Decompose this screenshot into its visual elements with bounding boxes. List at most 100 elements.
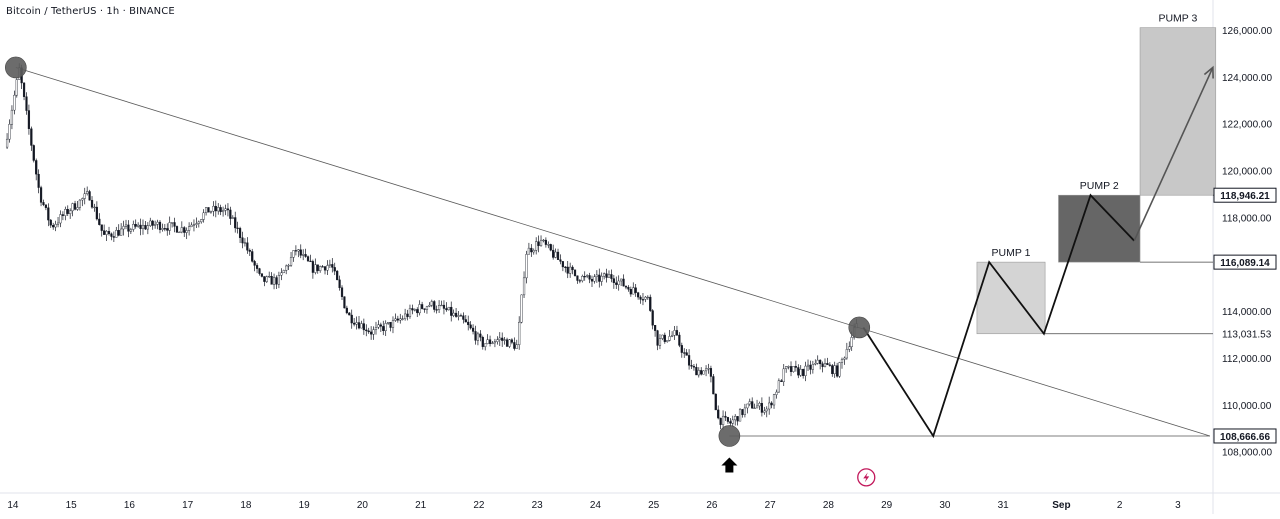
candle-body — [304, 254, 307, 257]
candle-body — [440, 304, 443, 307]
candle-body — [452, 312, 455, 316]
candle-body — [321, 266, 324, 268]
candle-body — [479, 333, 482, 338]
candle-body — [518, 321, 521, 345]
price-tag-box — [1213, 254, 1277, 270]
candle-body — [285, 265, 288, 271]
candle-body — [112, 236, 115, 238]
candle-body — [76, 207, 79, 210]
chart-title: Bitcoin / TetherUS · 1h · BINANCE — [6, 6, 175, 17]
candle-body — [605, 273, 608, 278]
candle-body — [365, 329, 368, 332]
candle-body — [692, 366, 696, 368]
candle-body — [496, 339, 499, 342]
candle-body — [758, 403, 761, 407]
candle-body — [670, 335, 674, 337]
candle-body — [666, 340, 669, 342]
candle-body — [467, 321, 470, 326]
candle-body — [357, 322, 361, 329]
candle-body — [35, 160, 38, 175]
candle-body — [789, 366, 793, 372]
candle-body — [454, 312, 458, 317]
candle-body — [527, 247, 530, 255]
candle-body — [510, 339, 514, 343]
candle-body — [73, 203, 77, 210]
candle-body — [323, 266, 327, 271]
time-tick-label: 25 — [648, 500, 660, 511]
candle-body — [649, 296, 652, 311]
candle-body — [644, 296, 647, 300]
pivot-marker-1 — [5, 56, 27, 79]
price-tick-label: 114,000.00 — [1222, 307, 1272, 318]
candle-body — [248, 250, 251, 252]
price-tag-label: 118,946.21 — [1220, 191, 1270, 202]
candle-body — [687, 355, 691, 366]
candle-body — [792, 366, 795, 372]
candle-body — [736, 416, 739, 422]
price-tag-label: 113,031.53 — [1222, 330, 1272, 341]
candle-body — [192, 224, 196, 226]
candle-body — [532, 250, 535, 253]
candle-body — [622, 278, 625, 287]
candle-body — [763, 410, 766, 413]
candle-body — [173, 222, 176, 227]
candle-body — [797, 367, 800, 376]
up-arrow-icon — [721, 457, 738, 473]
candle-body — [396, 318, 399, 321]
candle-body — [785, 366, 788, 370]
candle-body — [66, 209, 69, 214]
candle-body — [593, 276, 596, 282]
candle-body — [721, 415, 725, 425]
candle-body — [634, 287, 637, 293]
candle-body — [294, 250, 297, 252]
candle-body — [488, 339, 492, 344]
candle-body — [277, 275, 281, 285]
time-tick-label: 19 — [299, 500, 311, 511]
candle-body — [675, 330, 679, 336]
candle-body — [663, 334, 666, 342]
candle-body — [399, 318, 402, 321]
candle-body — [462, 315, 465, 320]
candle-body — [331, 264, 334, 268]
candle-body — [263, 276, 266, 282]
candle-body — [821, 363, 824, 367]
candle-body — [270, 276, 273, 285]
candle-body — [700, 370, 703, 375]
candle-body — [156, 221, 159, 225]
candle-body — [224, 208, 227, 211]
candle-body — [350, 314, 353, 324]
candle-body — [459, 315, 463, 317]
candle-body — [637, 292, 640, 298]
price-tick-label: 120,000.00 — [1222, 167, 1272, 178]
candle-body — [668, 336, 671, 341]
candle-body — [59, 214, 62, 224]
candle-body — [47, 207, 50, 221]
candle-body — [838, 362, 841, 377]
candle-body — [204, 207, 208, 214]
candle-body — [641, 299, 645, 301]
time-tick-label: 15 — [66, 500, 78, 511]
candle-body — [639, 296, 642, 300]
price-tick-label: 122,000.00 — [1222, 120, 1272, 131]
candle-body — [544, 239, 547, 245]
candle-body — [646, 296, 649, 299]
candle-body — [13, 94, 16, 111]
candle-body — [564, 266, 567, 268]
candle-body — [197, 221, 200, 224]
candle-body — [302, 254, 305, 256]
candle-body — [107, 231, 111, 235]
candle-body — [661, 334, 664, 339]
candle-body — [469, 324, 472, 329]
candle-body — [115, 230, 118, 238]
candle-body — [391, 320, 395, 328]
candle-body — [573, 269, 577, 277]
candle-body — [617, 280, 620, 285]
candle-body — [367, 330, 370, 333]
candle-body — [188, 226, 191, 231]
price-tag-label: 116,089.14 — [1220, 258, 1270, 269]
candle-body — [501, 337, 504, 341]
candle-body — [54, 224, 57, 228]
candle-body — [576, 275, 579, 281]
